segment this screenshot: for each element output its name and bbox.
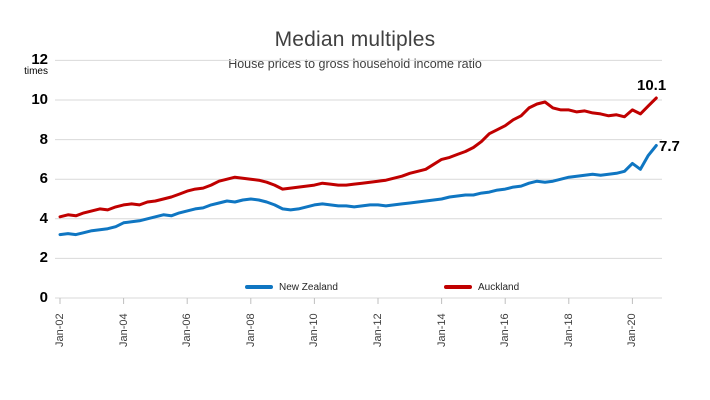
x-axis-label-jan-06: Jan-06 xyxy=(181,313,194,347)
x-axis-label-jan-18: Jan-18 xyxy=(562,313,575,347)
x-axis-label-jan-14: Jan-14 xyxy=(435,313,448,347)
y-axis-unit-label: times xyxy=(24,66,48,77)
y-axis-label-0: 0 xyxy=(39,289,48,306)
y-axis-label-8: 8 xyxy=(39,131,48,148)
y-axis-label-12: 12 xyxy=(31,51,48,68)
x-axis-label-jan-16: Jan-16 xyxy=(499,313,512,347)
legend: New Zealand Auckland xyxy=(0,280,710,296)
legend-label-auckland: Auckland xyxy=(478,281,520,293)
auckland-line xyxy=(58,96,658,219)
legend-item-auckland: Auckland xyxy=(444,280,519,294)
auckland-end-value-label: 10.1 xyxy=(637,77,667,94)
y-axis-label-4: 4 xyxy=(39,210,48,227)
legend-item-new-zealand: New Zealand xyxy=(245,280,338,294)
y-axis-label-2: 2 xyxy=(39,249,48,266)
new-zealand-end-value-label: 7.7 xyxy=(659,138,680,155)
x-axis-label-jan-04: Jan-04 xyxy=(117,313,130,347)
auckland-line-swatch xyxy=(444,285,472,289)
x-axis-label-jan-02: Jan-02 xyxy=(54,313,66,347)
y-axis-label-10: 10 xyxy=(31,91,48,108)
y-axis-label-6: 6 xyxy=(39,170,48,187)
x-axis-label-jan-12: Jan-12 xyxy=(372,313,384,347)
x-axis-label-jan-20: Jan-20 xyxy=(626,313,639,347)
x-axis-label-jan-10: Jan-10 xyxy=(308,313,321,347)
new-zealand-line xyxy=(58,144,658,237)
legend-label-new-zealand: New Zealand xyxy=(279,281,338,293)
x-axis-label-jan-08: Jan-08 xyxy=(244,313,257,347)
chart-title: Median multiples xyxy=(274,28,436,51)
new-zealand-line-swatch xyxy=(245,285,273,289)
